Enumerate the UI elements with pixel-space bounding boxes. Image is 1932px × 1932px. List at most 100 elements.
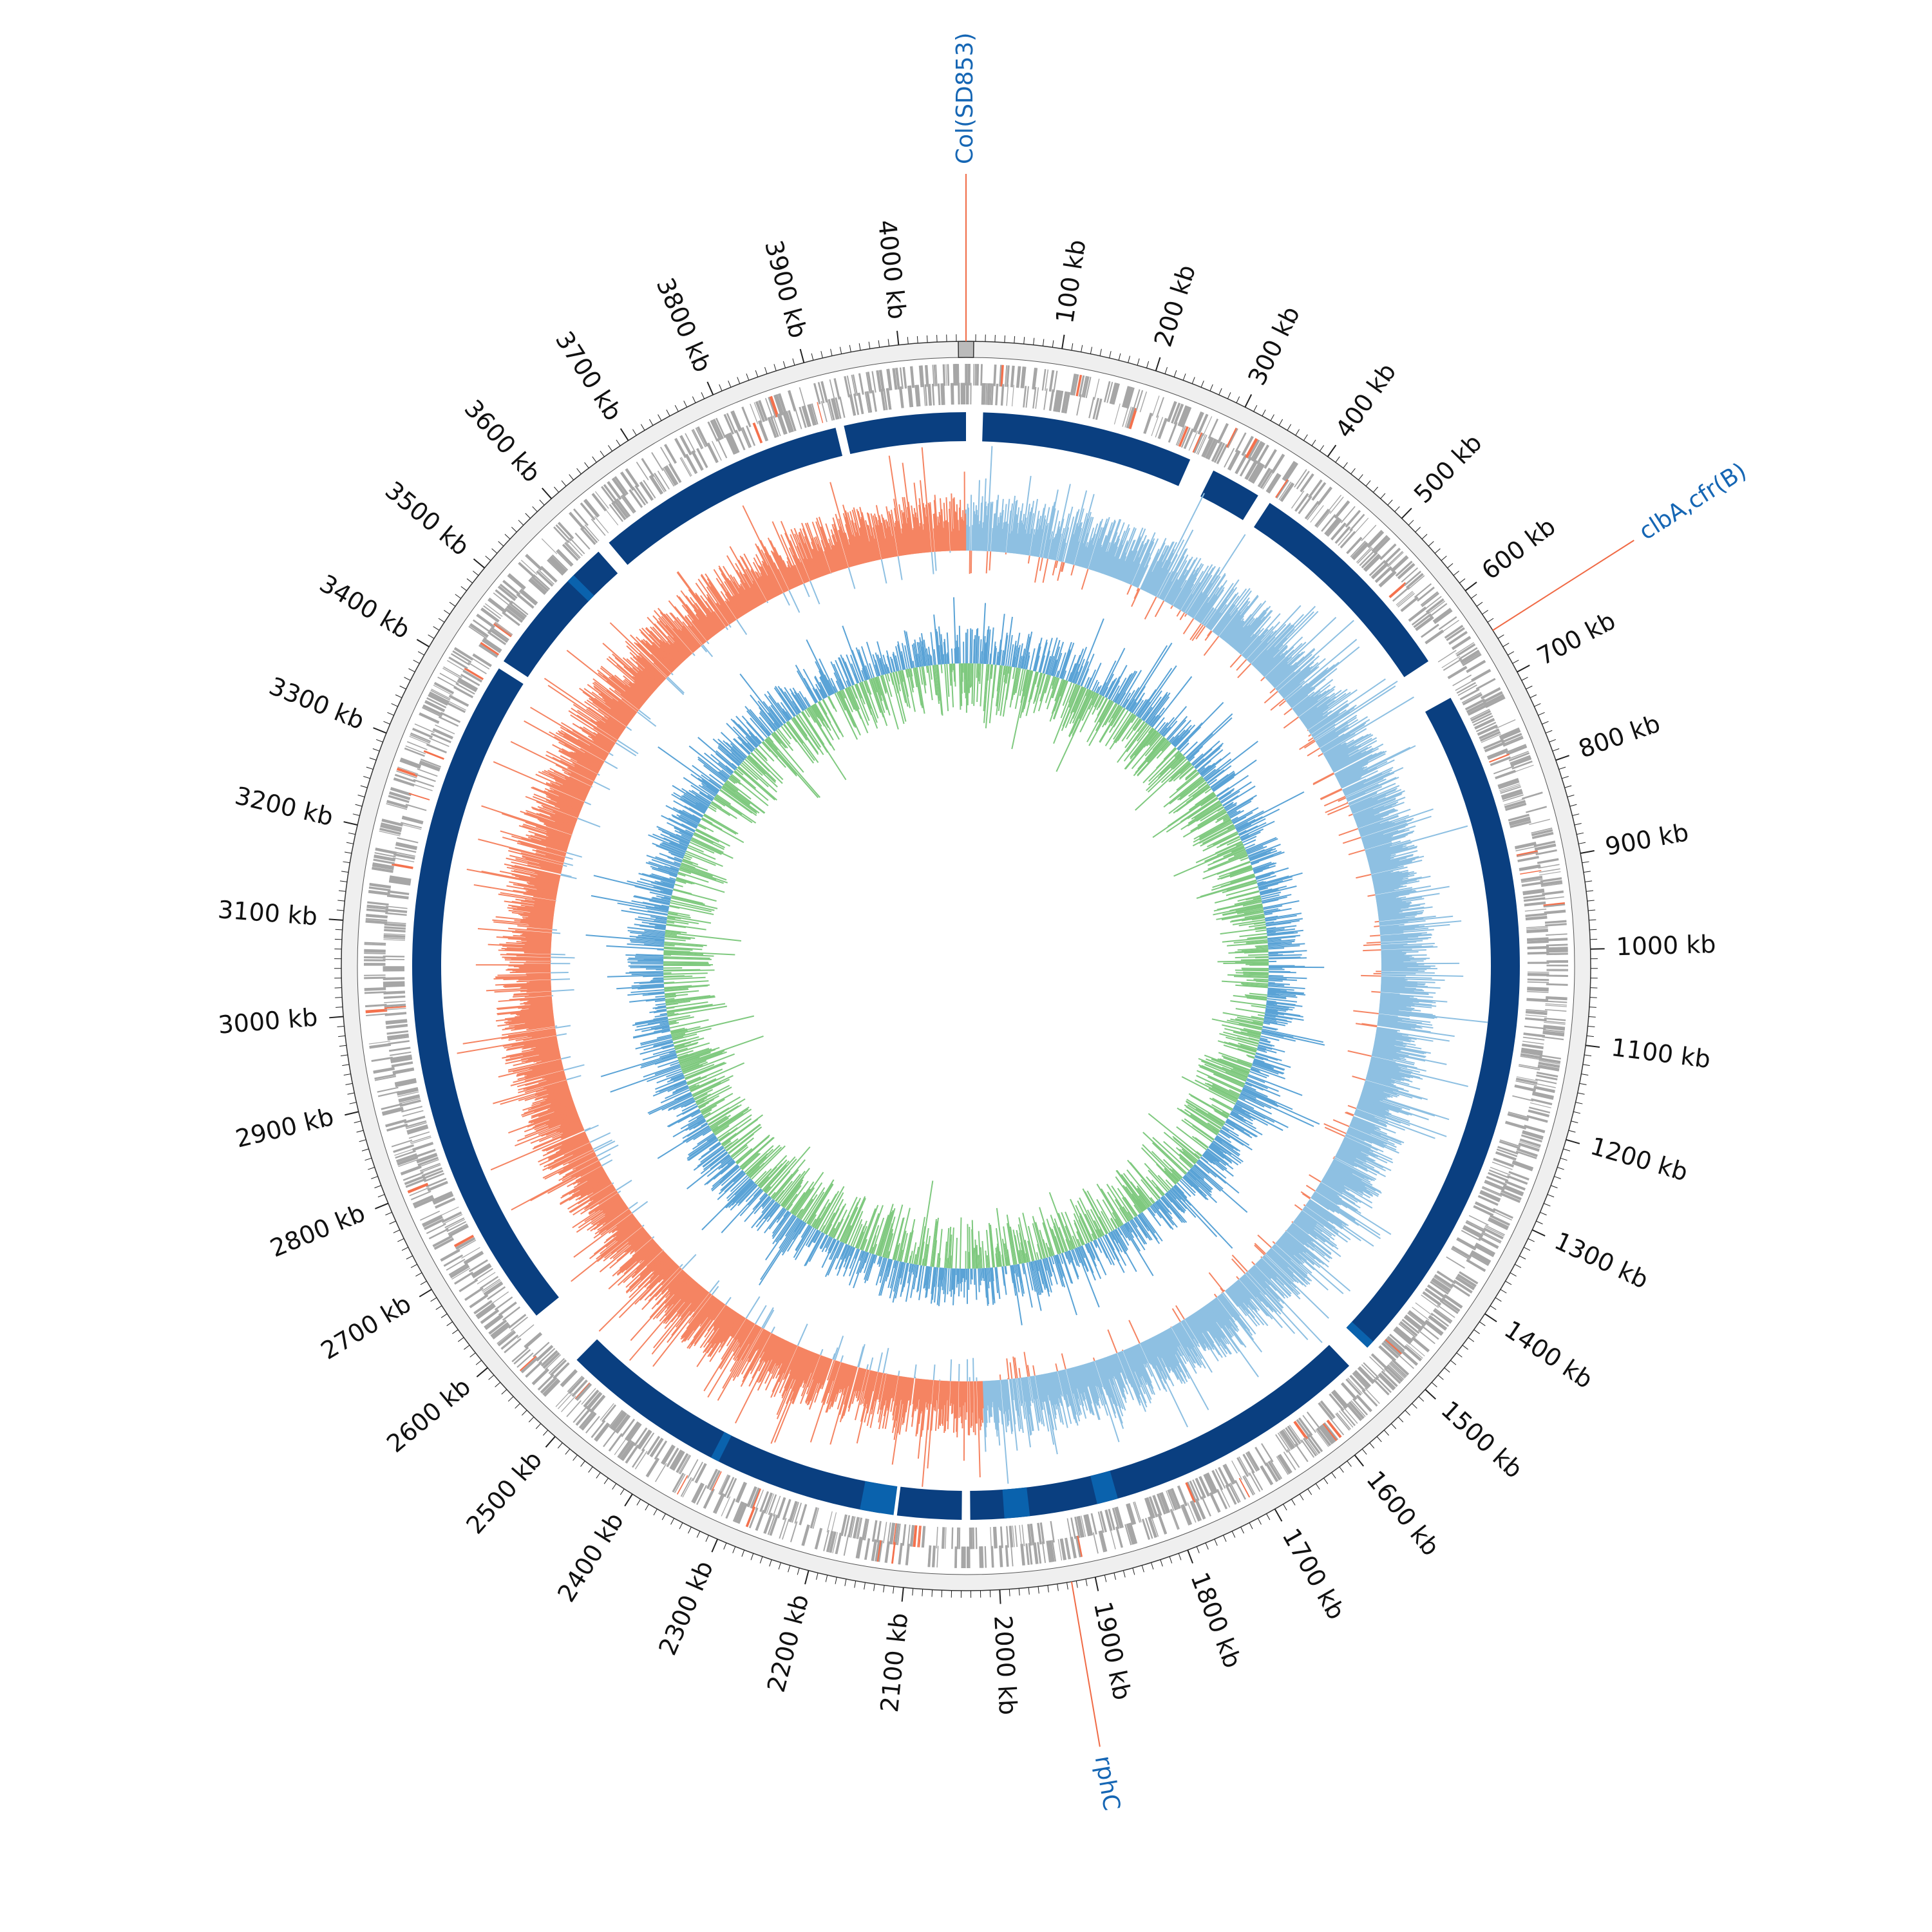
gc-skew-bar (554, 781, 587, 797)
gc-skew-bar (1377, 1024, 1455, 1037)
gc-skew-bar (1208, 1272, 1225, 1293)
cds-feature (1217, 1466, 1230, 1488)
scale-tick (868, 341, 871, 349)
scale-tick (1390, 1423, 1397, 1429)
cds-feature (479, 1276, 499, 1289)
gc-skew-bar (530, 706, 609, 755)
gc-skew-bar (545, 1132, 587, 1151)
cds-feature (395, 847, 417, 853)
cds-feature (1539, 1060, 1560, 1065)
gc-skew-bar (1106, 1356, 1115, 1377)
similarity-block-light (710, 1432, 732, 1462)
gc-skew-bar (1199, 587, 1225, 623)
gc-skew-bar (1257, 644, 1283, 671)
cds-feature (1388, 582, 1407, 598)
gc-skew-bar (1331, 752, 1362, 770)
gc-skew-bar (679, 1264, 683, 1268)
cds-feature (1453, 1280, 1473, 1294)
cds-feature (707, 442, 719, 463)
gc-skew-bar (524, 720, 603, 766)
gc-skew-bar (1303, 1204, 1306, 1207)
gc-skew-bar (758, 1338, 782, 1383)
cds-feature (1483, 1227, 1504, 1240)
gc-skew-bar (737, 1320, 750, 1340)
cds-feature (487, 1286, 506, 1300)
gc-skew-bar (1376, 886, 1450, 900)
scale-tick (728, 380, 732, 388)
scale-tick (408, 668, 415, 672)
cds-feature (1499, 1192, 1521, 1204)
cds-feature (419, 712, 440, 724)
cds-feature (1133, 1502, 1141, 1523)
gc-skew-bar (831, 1363, 846, 1408)
gc-skew-bar (804, 1356, 824, 1403)
gc-skew-bar (1379, 1010, 1488, 1023)
cds-feature (617, 498, 631, 516)
gc-skew-bar (991, 1380, 996, 1423)
gc-skew-bar (785, 1348, 805, 1392)
gc-skew-bar (1331, 746, 1372, 769)
gc-skew-bar (777, 1341, 790, 1366)
cds-feature (692, 450, 704, 470)
cds-feature (1372, 1378, 1390, 1396)
gc-skew-bar (1380, 990, 1429, 994)
gc-skew-bar (1256, 1261, 1292, 1296)
gc-skew-bar (503, 977, 551, 980)
cds-feature (398, 1159, 419, 1168)
gc-skew-bar (1369, 1063, 1412, 1075)
gc-skew-bar (529, 980, 551, 983)
cds-feature (966, 1546, 969, 1568)
cds-feature (433, 681, 455, 695)
gc-skew-bar (1003, 521, 1007, 553)
gc-skew-bar (916, 1378, 921, 1408)
gc-skew-bar (699, 1306, 730, 1349)
cds-feature (1201, 436, 1212, 457)
cds-feature (829, 379, 835, 401)
gc-skew-bar (933, 1364, 936, 1381)
gc-skew-bar (1266, 641, 1307, 680)
gc-skew-bar (1031, 510, 1040, 556)
cds-feature (1134, 1501, 1142, 1522)
gc-skew-bar (549, 787, 585, 804)
gc-skew-bar (1340, 766, 1378, 786)
gc-skew-bar (1362, 1090, 1388, 1099)
cds-feature (1450, 1248, 1470, 1260)
gc-skew-bar (1299, 692, 1336, 720)
cds-feature (386, 1123, 408, 1132)
gc-skew-bar (1302, 688, 1348, 723)
gc-skew-bar (528, 923, 553, 927)
gc-skew-bar (1151, 1337, 1162, 1359)
gc-skew-bar (1161, 1332, 1187, 1378)
gc-skew-bar (1377, 1023, 1412, 1029)
cds-feature (1073, 374, 1079, 396)
gc-skew-bar (1361, 1092, 1383, 1101)
scale-tick (750, 1553, 754, 1560)
cds-feature (1425, 629, 1444, 645)
gc-skew-bar (971, 1381, 973, 1426)
similarity-block (982, 412, 1191, 486)
cds-feature (1217, 422, 1229, 444)
gc-skew-bar (1282, 683, 1301, 699)
gc-skew-bar (1232, 617, 1258, 648)
gc-skew-bar (855, 1368, 864, 1396)
cds-feature (719, 1474, 730, 1495)
gc-skew-bar (511, 1037, 557, 1046)
gc-skew-bar (477, 927, 552, 935)
gc-skew-bar (526, 974, 551, 976)
gc-skew-bar (1108, 1356, 1127, 1403)
gc-skew-bar (1309, 1198, 1349, 1227)
gc-skew-bar (535, 871, 560, 879)
cds-feature (696, 448, 708, 468)
gc-skew-bar (1366, 842, 1412, 856)
scale-tick (1560, 1157, 1567, 1161)
scale-tick (1205, 1542, 1209, 1550)
gc-skew-bar (501, 1029, 556, 1039)
gc-skew-bar (589, 1194, 620, 1215)
gc-skew-bar (1086, 1363, 1101, 1409)
gc-skew-bar (534, 1098, 573, 1113)
gc-skew-bar (1137, 1343, 1148, 1363)
gc-skew-bar (1306, 710, 1332, 729)
gc-skew-bar (1379, 1002, 1432, 1009)
gc-skew-bar (522, 947, 551, 950)
cds-feature (1010, 1544, 1014, 1567)
